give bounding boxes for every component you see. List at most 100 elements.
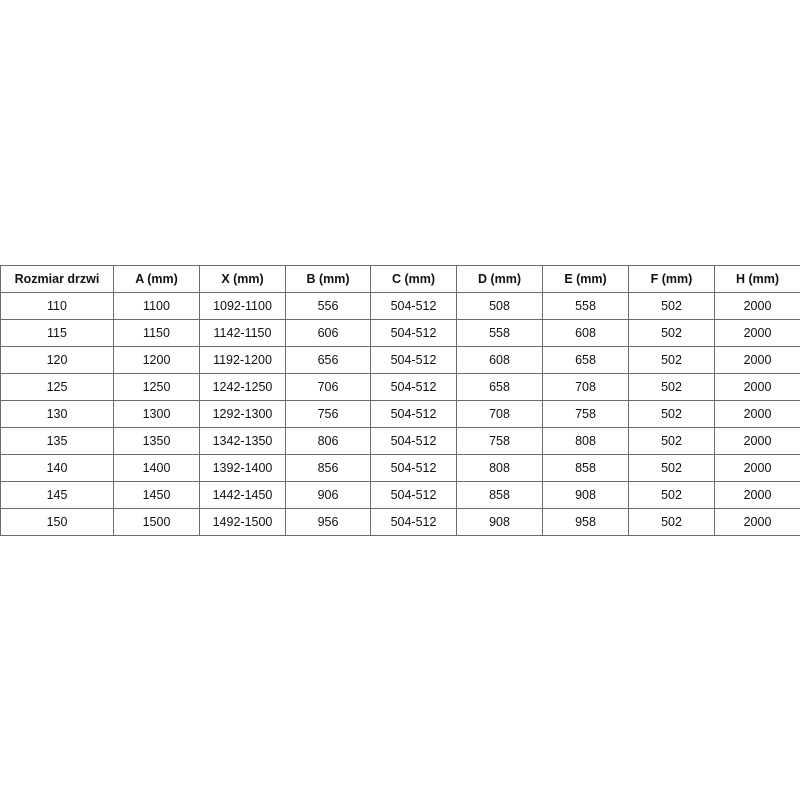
table-cell: 808 [456,454,543,482]
table-row: 125 1250 1242-1250 706 504-512 658 708 502 2000 [0,373,800,401]
table-row: 120 1200 1192-1200 656 504-512 608 658 502 2000 [0,346,800,374]
table-cell: 1200 [113,346,200,374]
table-cell: 135 [0,427,114,455]
table-cell: 502 [628,373,715,401]
table-cell: 120 [0,346,114,374]
dimensions-table: Rozmiar drzwi A (mm) X (mm) B (mm) C (mm) D (… [0,265,800,536]
table-cell: 1100 [113,292,200,320]
table-cell: 110 [0,292,114,320]
column-header: D (mm) [456,265,543,293]
column-header: E (mm) [542,265,629,293]
table-row: 115 1150 1142-1150 606 504-512 558 608 502 2000 [0,319,800,347]
table-cell: 2000 [714,346,800,374]
table-cell: 956 [285,508,371,536]
table-cell: 504-512 [370,292,457,320]
column-header: A (mm) [113,265,200,293]
column-header: F (mm) [628,265,715,293]
table-cell: 708 [542,373,629,401]
table-cell: 908 [542,481,629,509]
table-cell: 1092-1100 [199,292,286,320]
table-cell: 908 [456,508,543,536]
table-row: 150 1500 1492-1500 956 504-512 908 958 502 2000 [0,508,800,536]
table-cell: 130 [0,400,114,428]
table-cell: 558 [542,292,629,320]
table-cell: 1400 [113,454,200,482]
table-cell: 2000 [714,400,800,428]
table-row: 145 1450 1442-1450 906 504-512 858 908 502 2000 [0,481,800,509]
table-cell: 504-512 [370,346,457,374]
table-cell: 758 [456,427,543,455]
column-header: X (mm) [199,265,286,293]
table-cell: 856 [285,454,371,482]
table-cell: 504-512 [370,427,457,455]
table-cell: 502 [628,508,715,536]
table-cell: 858 [456,481,543,509]
table-cell: 504-512 [370,373,457,401]
table-cell: 504-512 [370,319,457,347]
table-row: 130 1300 1292-1300 756 504-512 708 758 502 2000 [0,400,800,428]
table-cell: 1300 [113,400,200,428]
table-cell: 1492-1500 [199,508,286,536]
table-row: 135 1350 1342-1350 806 504-512 758 808 502 2000 [0,427,800,455]
table-cell: 806 [285,427,371,455]
table-cell: 1442-1450 [199,481,286,509]
table-cell: 2000 [714,292,800,320]
table-cell: 608 [542,319,629,347]
table-cell: 504-512 [370,400,457,428]
table-cell: 140 [0,454,114,482]
table-cell: 906 [285,481,371,509]
table-header-row: Rozmiar drzwi A (mm) X (mm) B (mm) C (mm) D (… [0,265,800,293]
table-cell: 658 [542,346,629,374]
table-cell: 150 [0,508,114,536]
table-cell: 1392-1400 [199,454,286,482]
table-cell: 125 [0,373,114,401]
table-cell: 658 [456,373,543,401]
table-cell: 1192-1200 [199,346,286,374]
table-cell: 502 [628,454,715,482]
table-cell: 708 [456,400,543,428]
table-cell: 656 [285,346,371,374]
column-header: B (mm) [285,265,371,293]
table-cell: 2000 [714,319,800,347]
table-cell: 2000 [714,508,800,536]
table-cell: 606 [285,319,371,347]
table-cell: 758 [542,400,629,428]
table-row: 140 1400 1392-1400 856 504-512 808 858 502 2000 [0,454,800,482]
table-cell: 1242-1250 [199,373,286,401]
table-row: 110 1100 1092-1100 556 504-512 508 558 502 2000 [0,292,800,320]
table-cell: 2000 [714,373,800,401]
table-cell: 504-512 [370,508,457,536]
table-cell: 502 [628,319,715,347]
table-cell: 1250 [113,373,200,401]
table-cell: 502 [628,427,715,455]
table-cell: 558 [456,319,543,347]
table-cell: 2000 [714,427,800,455]
table-cell: 756 [285,400,371,428]
table-cell: 145 [0,481,114,509]
table-cell: 2000 [714,481,800,509]
table-cell: 808 [542,427,629,455]
table-cell: 1342-1350 [199,427,286,455]
column-header: Rozmiar drzwi [0,265,114,293]
table-cell: 1292-1300 [199,400,286,428]
table-cell: 1150 [113,319,200,347]
table-cell: 1142-1150 [199,319,286,347]
table-cell: 1350 [113,427,200,455]
table-cell: 504-512 [370,454,457,482]
table-cell: 608 [456,346,543,374]
table-cell: 502 [628,400,715,428]
table-cell: 556 [285,292,371,320]
column-header: H (mm) [714,265,800,293]
table-cell: 502 [628,346,715,374]
table-cell: 1500 [113,508,200,536]
table-cell: 1450 [113,481,200,509]
column-header: C (mm) [370,265,457,293]
table-cell: 502 [628,481,715,509]
table-cell: 115 [0,319,114,347]
table-cell: 958 [542,508,629,536]
table-cell: 858 [542,454,629,482]
table-cell: 504-512 [370,481,457,509]
table-cell: 502 [628,292,715,320]
table-cell: 2000 [714,454,800,482]
table-cell: 706 [285,373,371,401]
